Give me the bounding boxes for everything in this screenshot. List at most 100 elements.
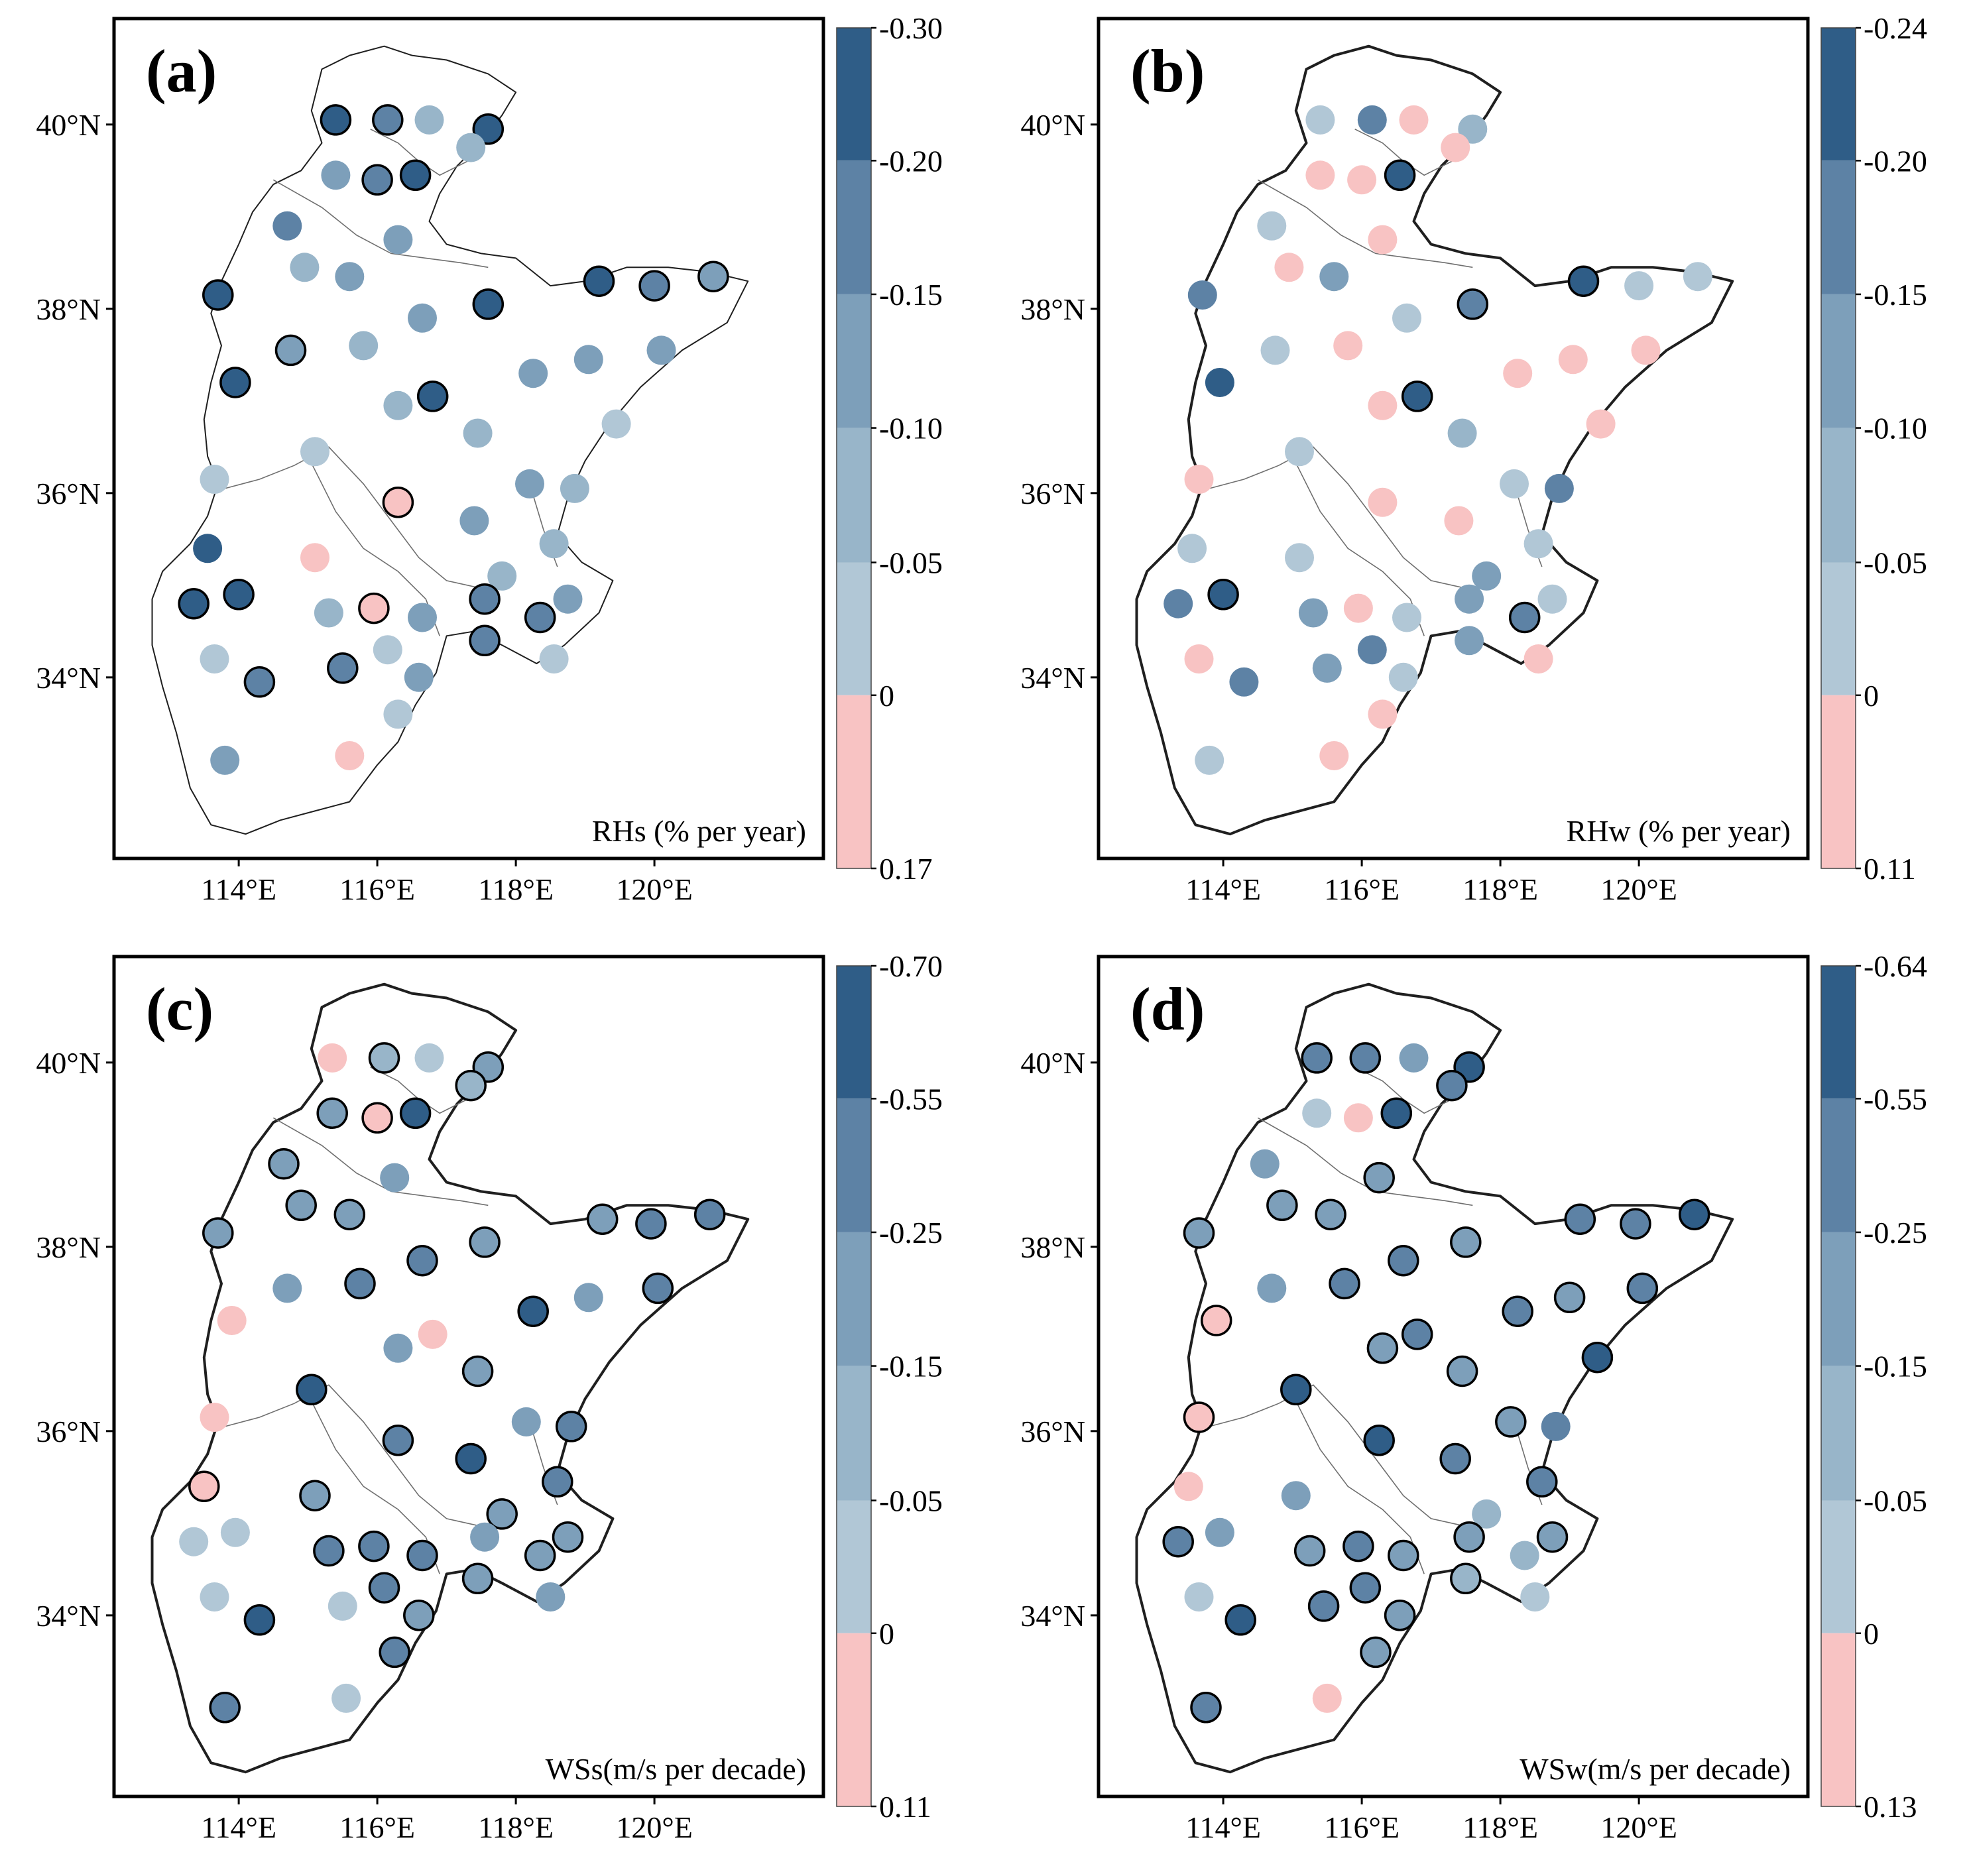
station: [1624, 271, 1654, 301]
station-significant: [1436, 1069, 1468, 1102]
station: [601, 409, 631, 439]
station: [553, 584, 583, 614]
colorbar-label: 0.17: [879, 852, 933, 886]
variable-label: WSw(m/s per decade): [1520, 1752, 1791, 1786]
colorbar-segment: [837, 1232, 871, 1366]
y-tick-label: 34°N: [1020, 661, 1085, 695]
station-significant: [1388, 1539, 1419, 1572]
colorbar-label: -0.55: [1864, 1082, 1927, 1116]
station: [646, 335, 676, 365]
station: [408, 603, 437, 632]
y-tick-label: 36°N: [1020, 477, 1085, 510]
x-tick-label: 114°E: [1185, 872, 1261, 906]
station: [539, 644, 569, 674]
province-boundary: [224, 1384, 489, 1529]
station: [1472, 1499, 1502, 1529]
station-significant: [1553, 1281, 1586, 1314]
station: [300, 543, 329, 573]
station-significant: [1439, 1442, 1471, 1475]
station: [1458, 114, 1488, 144]
station-significant: [1162, 1525, 1194, 1558]
x-tick-label: 120°E: [616, 1810, 693, 1844]
station: [1399, 105, 1429, 135]
station-significant: [1626, 1272, 1659, 1305]
x-tick-label: 118°E: [1462, 1810, 1538, 1844]
station: [1333, 331, 1363, 361]
colorbar-segment: [1821, 160, 1856, 294]
colorbar-label: -0.10: [1864, 412, 1927, 445]
province-boundary: [1257, 179, 1473, 268]
colorbar-segment: [1821, 1500, 1856, 1633]
station-significant: [469, 1226, 501, 1258]
x-tick-label: 118°E: [1462, 872, 1538, 906]
station-significant: [1293, 1535, 1326, 1567]
station: [220, 1517, 250, 1547]
station: [1312, 653, 1342, 683]
station-significant: [296, 1374, 328, 1406]
x-tick-label: 116°E: [339, 1810, 415, 1844]
x-tick-label: 114°E: [201, 1810, 276, 1844]
station: [1184, 1582, 1214, 1612]
colorbar-label: -0.25: [879, 1216, 943, 1250]
station: [560, 473, 589, 503]
y-tick-label: 34°N: [36, 661, 101, 695]
panel-a: 114°E 116°E 118°E 120°E 40°N 38°N 36°N 34°N (a) R…: [36, 11, 942, 906]
station-significant: [472, 288, 505, 320]
colorbar-label: -0.05: [879, 546, 943, 579]
station-significant: [1678, 1199, 1710, 1230]
station-significant: [1200, 1305, 1232, 1336]
x-tick-label: 116°E: [339, 872, 415, 906]
x-tick-label: 120°E: [616, 872, 693, 906]
station: [414, 1043, 444, 1073]
station-significant: [1495, 1406, 1527, 1438]
station: [1399, 1043, 1429, 1073]
station: [1250, 1149, 1280, 1179]
station: [1260, 335, 1290, 365]
colorbar-segment: [837, 160, 871, 294]
colorbar-frame: [1820, 965, 1856, 1807]
station: [300, 437, 329, 467]
colorbar-label: -0.15: [1864, 278, 1927, 312]
colorbar-frame: [836, 27, 872, 869]
colorbar-label: -0.15: [1864, 1350, 1927, 1383]
colorbar-segment: [837, 966, 871, 1099]
station: [383, 699, 413, 729]
station-significant: [1301, 1042, 1333, 1074]
station-significant: [1183, 1217, 1215, 1249]
station-significant: [399, 159, 432, 192]
y-tick-label: 38°N: [1020, 1230, 1085, 1264]
station-significant: [1526, 1466, 1558, 1498]
station-significant: [697, 261, 729, 292]
station: [1357, 105, 1387, 135]
station: [1184, 644, 1214, 674]
panel-b: 114°E 116°E 118°E 120°E 40°N 38°N 36°N 34°N (b) R…: [1020, 11, 1927, 906]
station: [1503, 359, 1533, 388]
station: [380, 1163, 410, 1193]
colorbar-segment: [1821, 28, 1856, 161]
panel-label: (c): [146, 975, 213, 1043]
station: [518, 359, 548, 388]
colorbar-label: -0.55: [879, 1082, 943, 1116]
station: [1205, 1517, 1234, 1547]
station-significant: [1349, 1572, 1382, 1604]
station: [536, 1582, 566, 1612]
station: [1281, 1481, 1311, 1511]
y-tick-label: 38°N: [1020, 292, 1085, 326]
colorbar-label: -0.25: [1864, 1216, 1927, 1250]
station-significant: [461, 1355, 494, 1387]
colorbar-frame: [1820, 27, 1856, 869]
colorbar-segment: [837, 1366, 871, 1501]
y-tick-label: 40°N: [36, 1046, 101, 1080]
station-significant: [372, 104, 404, 136]
station: [414, 105, 444, 135]
station: [179, 1527, 209, 1556]
y-tick-label: 36°N: [1020, 1415, 1085, 1448]
station-significant: [243, 1604, 276, 1636]
station-significant: [344, 1267, 376, 1300]
station: [1319, 741, 1349, 770]
station-significant: [1363, 1161, 1395, 1194]
station-significant: [524, 601, 556, 634]
station-significant: [333, 1199, 366, 1230]
colorbar-segment: [837, 1500, 871, 1633]
colorbar-label: -0.20: [1864, 144, 1927, 178]
